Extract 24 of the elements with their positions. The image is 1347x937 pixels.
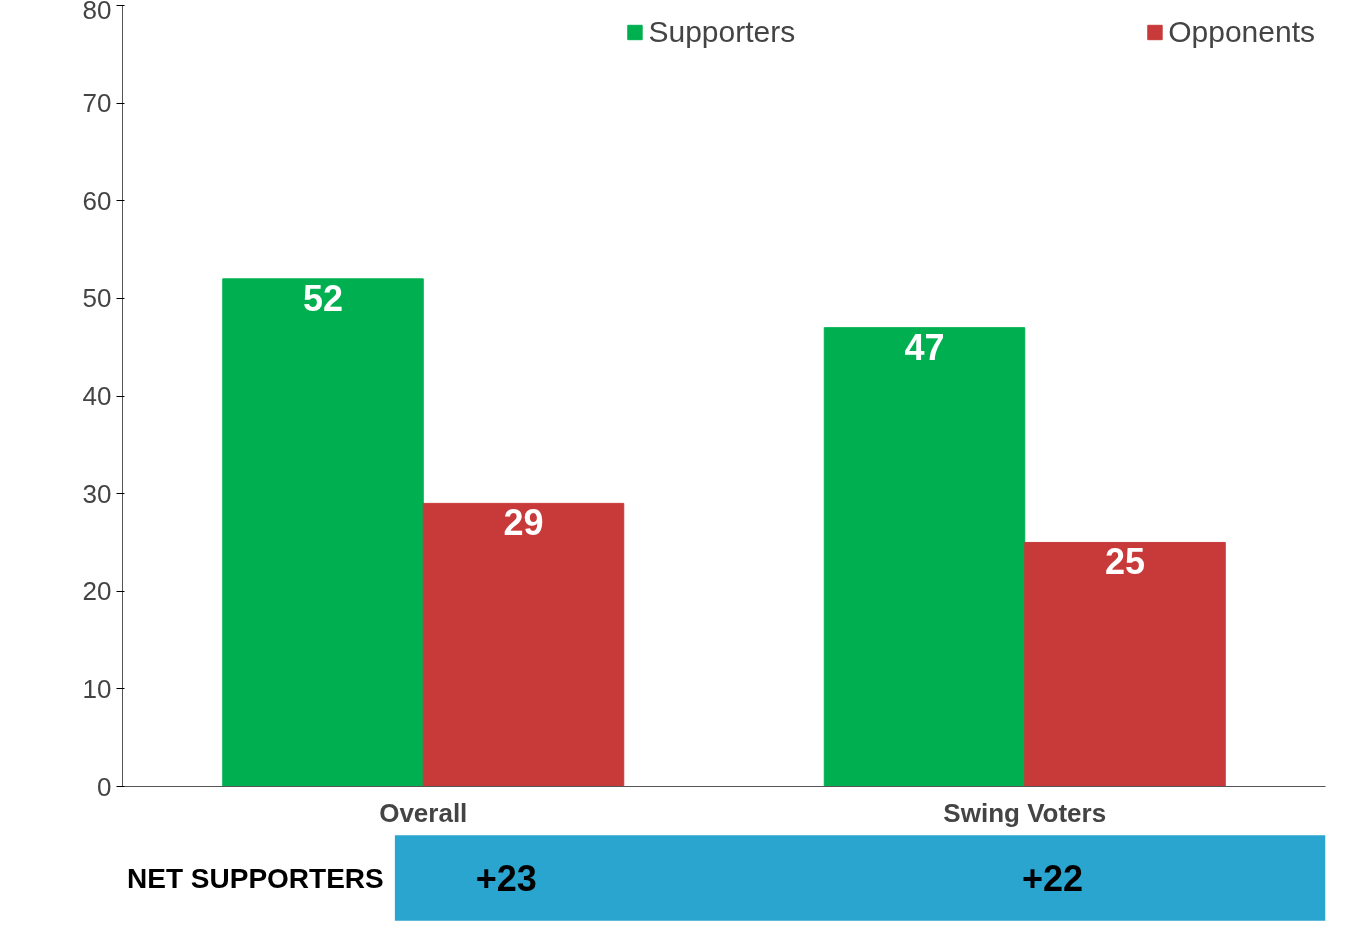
text: +22 xyxy=(1021,858,1083,899)
y-tick-label: 70 xyxy=(82,88,112,119)
data-label: 29 xyxy=(503,502,544,544)
legend-label: Opponents xyxy=(1168,15,1315,49)
bar xyxy=(1024,541,1226,787)
data-label: 47 xyxy=(904,326,945,368)
bar xyxy=(823,327,1026,787)
legend-label: Supporters xyxy=(648,15,796,49)
x-tick-label: Overall xyxy=(379,797,468,828)
y-tick-label: 30 xyxy=(82,478,112,509)
data-label: 25 xyxy=(1104,541,1146,583)
y-tick-label: 80 xyxy=(82,0,112,25)
y-tick-label: 20 xyxy=(82,576,112,607)
y-tick-label: 50 xyxy=(82,283,112,314)
bar xyxy=(422,502,625,787)
y-tick-label: 0 xyxy=(97,771,112,802)
text: +23 xyxy=(475,858,537,899)
y-tick-label: 10 xyxy=(82,673,112,704)
bar xyxy=(222,278,424,787)
y-tick-label: 60 xyxy=(82,185,112,216)
data-label: 52 xyxy=(302,277,344,319)
x-tick-label: Swing Voters xyxy=(943,797,1107,828)
y-tick-label: 40 xyxy=(82,381,112,411)
text: NET SUPPORTERS xyxy=(127,862,384,894)
